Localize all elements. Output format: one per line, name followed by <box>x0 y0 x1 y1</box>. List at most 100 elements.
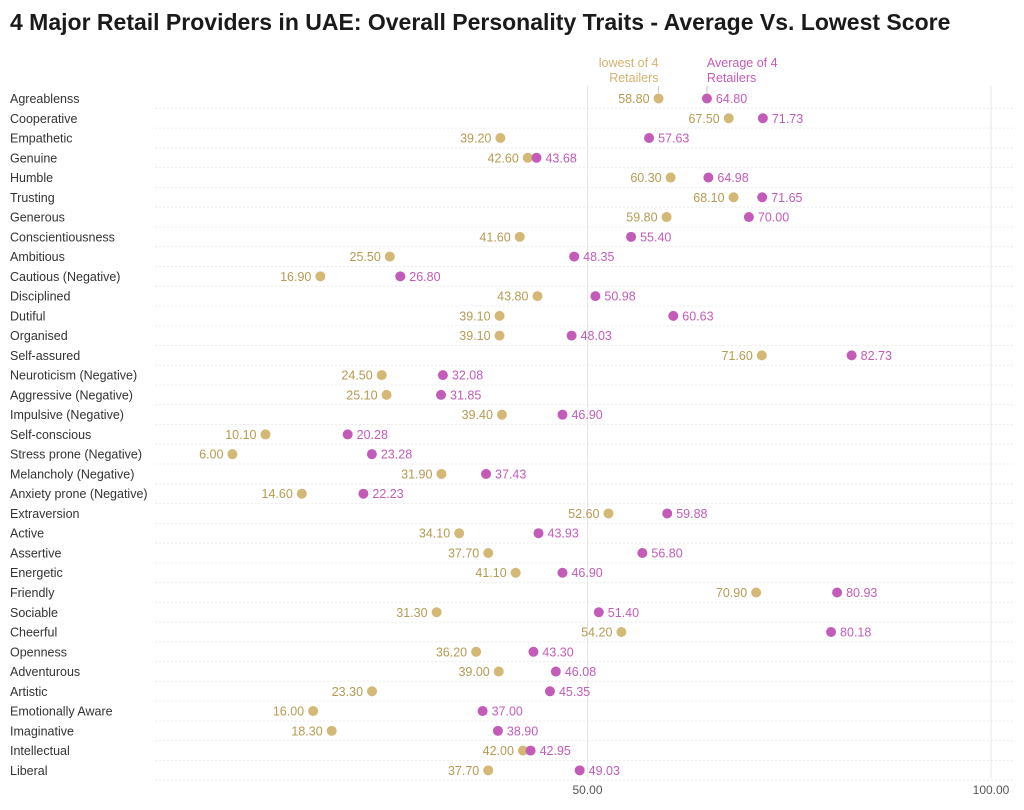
avg-point <box>533 528 544 539</box>
avg-point <box>743 212 754 223</box>
avg-point <box>662 508 673 519</box>
trait-row: Generous 59.80 70.00 <box>10 211 789 225</box>
avg-point <box>525 745 536 756</box>
low-value-label: 41.10 <box>475 566 506 580</box>
low-value-label: 70.90 <box>716 586 747 600</box>
trait-row: Humble 60.30 64.98 <box>10 171 749 185</box>
trait-label: Trusting <box>10 191 55 205</box>
avg-point <box>668 310 679 321</box>
low-point <box>315 271 326 282</box>
avg-point <box>846 350 857 361</box>
low-value-label: 71.60 <box>722 349 753 363</box>
avg-point <box>626 231 637 242</box>
avg-value-label: 31.85 <box>450 388 481 402</box>
low-point <box>728 192 739 203</box>
avg-value-label: 22.23 <box>372 487 403 501</box>
avg-value-label: 50.98 <box>604 290 635 304</box>
trait-label: Intellectual <box>10 744 70 758</box>
trait-row: Stress prone (Negative) 6.00 23.28 <box>10 448 412 462</box>
avg-value-label: 46.90 <box>571 566 602 580</box>
low-point <box>723 113 734 124</box>
chart-title: 4 Major Retail Providers in UAE: Overall… <box>10 9 951 35</box>
low-value-label: 41.60 <box>479 230 510 244</box>
avg-value-label: 55.40 <box>640 230 671 244</box>
low-point <box>381 389 392 400</box>
avg-value-label: 46.08 <box>565 665 596 679</box>
trait-row: Conscientiousness 41.60 55.40 <box>10 230 671 244</box>
avg-point <box>492 725 503 736</box>
low-point <box>653 93 664 104</box>
low-value-label: 6.00 <box>199 448 223 462</box>
avg-point <box>557 409 568 420</box>
low-point <box>510 567 521 578</box>
avg-value-label: 26.80 <box>409 270 440 284</box>
low-value-label: 52.60 <box>568 507 599 521</box>
low-point <box>494 310 505 321</box>
trait-row: Organised 39.10 48.03 <box>10 329 612 343</box>
low-point <box>384 251 395 262</box>
low-value-label: 68.10 <box>693 191 724 205</box>
avg-value-label: 80.18 <box>840 626 871 640</box>
trait-label: Aggressive (Negative) <box>10 388 133 402</box>
low-point <box>431 607 442 618</box>
trait-label: Genuine <box>10 151 57 165</box>
low-value-label: 67.50 <box>688 112 719 126</box>
low-value-label: 59.80 <box>626 211 657 225</box>
avg-point <box>590 291 601 302</box>
low-value-label: 43.80 <box>497 290 528 304</box>
avg-point <box>544 686 555 697</box>
avg-value-label: 80.93 <box>846 586 877 600</box>
trait-row: Anxiety prone (Negative) 14.60 22.23 <box>10 487 404 501</box>
trait-label: Active <box>10 527 44 541</box>
avg-value-label: 70.00 <box>758 211 789 225</box>
avg-point <box>342 429 353 440</box>
trait-row: Imaginative 18.30 38.90 <box>10 724 538 738</box>
low-value-label: 25.10 <box>346 388 377 402</box>
trait-label: Imaginative <box>10 724 74 738</box>
low-point <box>661 212 672 223</box>
low-point <box>493 666 504 677</box>
trait-row: Impulsive (Negative) 39.40 46.90 <box>10 408 603 422</box>
avg-value-label: 48.35 <box>583 250 614 264</box>
low-point <box>227 449 238 460</box>
low-value-label: 16.00 <box>273 705 304 719</box>
avg-value-label: 71.73 <box>772 112 803 126</box>
trait-label: Emotionally Aware <box>10 705 113 719</box>
avg-point <box>569 251 580 262</box>
trait-label: Sociable <box>10 606 58 620</box>
trait-label: Liberal <box>10 764 48 778</box>
x-tick-label: 50.00 <box>572 783 602 797</box>
avg-point <box>531 152 542 163</box>
low-value-label: 16.90 <box>280 270 311 284</box>
trait-label: Cooperative <box>10 112 77 126</box>
avg-point <box>358 488 369 499</box>
trait-row: Artistic 23.30 45.35 <box>10 685 590 699</box>
trait-row: Adventurous 39.00 46.08 <box>10 665 596 679</box>
trait-row: Self-conscious 10.10 20.28 <box>10 428 388 442</box>
avg-value-label: 59.88 <box>676 507 707 521</box>
avg-value-label: 23.28 <box>381 448 412 462</box>
trait-label: Humble <box>10 171 53 185</box>
trait-row: Emotionally Aware 16.00 37.00 <box>10 705 523 719</box>
trait-label: Empathetic <box>10 132 73 146</box>
low-point <box>514 231 525 242</box>
trait-label: Anxiety prone (Negative) <box>10 487 148 501</box>
low-value-label: 31.90 <box>401 467 432 481</box>
trait-label: Conscientiousness <box>10 230 115 244</box>
rows: Agreablenss 58.80 64.80 Cooperative 67.50 71.… <box>10 92 892 778</box>
low-value-label: 23.30 <box>332 685 363 699</box>
low-point <box>454 528 465 539</box>
low-value-label: 14.60 <box>262 487 293 501</box>
legend-avg-label: Average of 4 <box>707 56 778 70</box>
avg-point <box>701 93 712 104</box>
avg-point <box>832 587 843 598</box>
trait-label: Cheerful <box>10 626 57 640</box>
avg-point <box>395 271 406 282</box>
trait-row: Trusting 68.10 71.65 <box>10 191 803 205</box>
avg-value-label: 56.80 <box>651 546 682 560</box>
trait-row: Genuine 42.60 43.68 <box>10 151 577 165</box>
trait-label: Assertive <box>10 546 61 560</box>
trait-label: Ambitious <box>10 250 65 264</box>
avg-point <box>528 646 539 657</box>
trait-label: Organised <box>10 329 68 343</box>
